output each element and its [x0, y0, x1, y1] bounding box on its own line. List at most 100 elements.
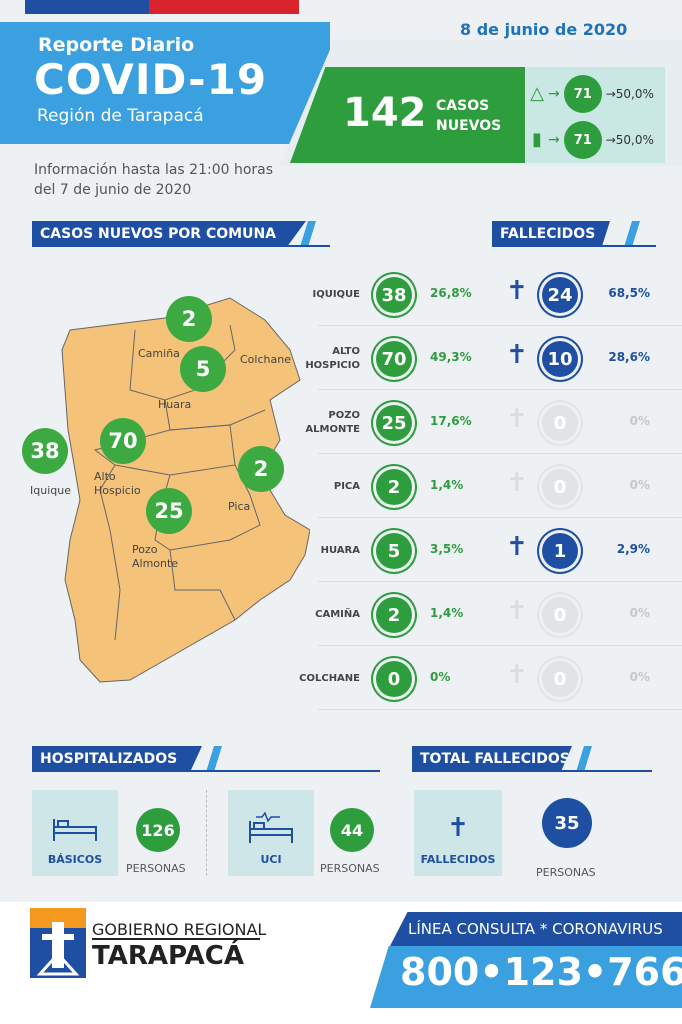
map-pin-alto-hospicio: 70 — [100, 418, 146, 464]
cases-count: 5 — [376, 533, 412, 569]
info-line-2: del 7 de junio de 2020 — [34, 182, 192, 198]
total-fallecidos-count: 35 — [542, 798, 592, 848]
comuna-name: IQUIQUE — [280, 288, 360, 302]
section-hospitalizados-title: HOSPITALIZADOS — [32, 746, 202, 772]
top-accent-blue — [25, 0, 149, 14]
comuna-name-line1: IQUIQUE — [312, 289, 360, 300]
comuna-row: POZO ALMONTE 25 17,6% ✝ 0 0% — [305, 392, 682, 454]
cross-icon: ✝ — [506, 532, 528, 562]
comuna-name: COLCHANE — [280, 672, 360, 686]
map-pin-value: 38 — [22, 428, 68, 474]
female-pct: →50,0% — [605, 87, 654, 101]
map-pin-value: 70 — [100, 418, 146, 464]
section-comuna: CASOS NUEVOS POR COMUNA — [32, 221, 312, 247]
info-text: Información hasta las 21:00 horas del 7 … — [34, 160, 294, 200]
section-line — [412, 770, 652, 772]
logo-icon — [30, 908, 86, 978]
comuna-name-line1: CAMIÑA — [315, 609, 360, 620]
deaths-pct: 0% — [629, 670, 650, 684]
report-title-covid: COVID-19 — [34, 55, 268, 104]
helpline-number[interactable]: 800•123•766 — [400, 950, 682, 994]
cross-icon: ✝ — [506, 340, 528, 370]
section-slash — [624, 221, 640, 247]
report-title-region: Región de Tarapacá — [37, 106, 204, 126]
helpline-number-bg — [370, 946, 682, 1008]
male-pct: →50,0% — [605, 133, 654, 147]
map-label-colchane: Colchane — [240, 353, 291, 366]
comuna-name-line1: POZO — [328, 410, 360, 421]
cases-count: 38 — [376, 277, 412, 313]
section-line — [492, 245, 656, 247]
divider — [206, 790, 207, 876]
header-title-panel — [0, 22, 330, 144]
bed-icon — [53, 819, 97, 841]
new-cases-box — [290, 67, 526, 163]
deaths-pct: 28,6% — [608, 350, 650, 364]
section-total-fallecidos-title: TOTAL FALLECIDOS — [412, 746, 572, 772]
cross-icon: ✝ — [506, 404, 528, 434]
map-label-iquique: Iquique — [30, 484, 71, 497]
map-pin-pozo-almonte: 25 — [146, 488, 192, 534]
map-label-camina: Camiña — [138, 347, 180, 360]
map-region-shape — [61, 297, 310, 683]
new-cases-number: 142 — [343, 90, 427, 136]
cases-pct: 1,4% — [430, 478, 464, 492]
male-icon: ▮ — [532, 129, 542, 150]
comuna-name-line2: HOSPICIO — [305, 360, 360, 371]
map-label-alto-hospicio: Alto Hospicio — [94, 470, 141, 498]
deaths-count: 24 — [542, 277, 578, 313]
deaths-pct: 0% — [629, 606, 650, 620]
new-cases-label-1: CASOS — [436, 98, 490, 114]
cross-icon: ✝ — [506, 276, 528, 306]
comuna-row: ALTO HOSPICIO 70 49,3% ✝ 10 28,6% — [305, 328, 682, 390]
uci-label: UCI — [260, 853, 282, 866]
uci-personas: PERSONAS — [320, 862, 380, 875]
map-label-alto-line2: Hospicio — [94, 484, 141, 497]
map-pin-value: 2 — [166, 296, 212, 342]
cases-pct: 0% — [430, 670, 451, 684]
map-pin-value: 25 — [146, 488, 192, 534]
map-label-pozo-line2: Almonte — [132, 557, 179, 570]
cases-pct: 17,6% — [430, 414, 472, 428]
map-label-pica: Pica — [228, 500, 251, 513]
cross-icon: ✝ — [447, 813, 469, 843]
cases-pct: 49,3% — [430, 350, 472, 364]
cases-count: 2 — [376, 469, 412, 505]
report-date: 8 de junio de 2020 — [460, 20, 628, 39]
comuna-name: POZO ALMONTE — [280, 409, 360, 437]
new-cases-label: CASOS NUEVOS — [436, 96, 501, 136]
cross-icon: ✝ — [506, 596, 528, 626]
map-pin-pica: 2 — [238, 446, 284, 492]
deaths-pct: 0% — [629, 414, 650, 428]
deaths-count: 0 — [542, 661, 578, 697]
female-icon: △ — [530, 83, 544, 104]
arrow-icon: → — [548, 132, 560, 148]
comuna-name: HUARA — [280, 544, 360, 558]
info-line-1: Información hasta las 21:00 horas — [34, 162, 274, 178]
deaths-count: 10 — [542, 341, 578, 377]
map-border — [169, 549, 236, 621]
cross-icon: ✝ — [506, 468, 528, 498]
cases-pct: 3,5% — [430, 542, 464, 556]
comuna-name: ALTO HOSPICIO — [280, 345, 360, 373]
deaths-count: 1 — [542, 533, 578, 569]
basicos-count: 126 — [136, 808, 180, 852]
top-accent-red — [149, 0, 299, 14]
cases-count: 25 — [376, 405, 412, 441]
cases-count: 70 — [376, 341, 412, 377]
uci-count: 44 — [330, 808, 374, 852]
section-comuna-title: CASOS NUEVOS POR COMUNA — [32, 221, 306, 247]
section-fallecidos-title: FALLECIDOS — [492, 221, 610, 247]
report-title-line1: Reporte Diario — [38, 34, 195, 56]
map-pin-value: 2 — [238, 446, 284, 492]
region-map — [61, 297, 310, 683]
comuna-row: HUARA 5 3,5% ✝ 1 2,9% — [318, 520, 682, 582]
female-row: △ → 71 →50,0% — [530, 74, 666, 114]
map-pin-iquique: 38 — [22, 428, 68, 474]
total-fallecidos-personas: PERSONAS — [536, 866, 596, 879]
comuna-name-line1: HUARA — [320, 545, 360, 556]
section-line — [32, 770, 380, 772]
male-row: ▮ → 71 →50,0% — [530, 120, 666, 160]
map-border — [99, 464, 121, 641]
logo-divider — [92, 938, 260, 940]
